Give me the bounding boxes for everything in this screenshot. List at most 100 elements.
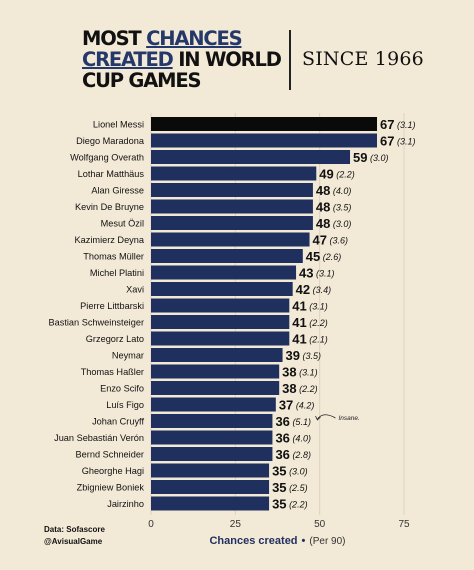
category-label-4: Alan Giresse (91, 186, 144, 196)
bar-23 (151, 496, 270, 511)
bar-7 (151, 232, 310, 247)
per90-label-15: (3.1) (299, 368, 318, 378)
bar-0 (151, 117, 378, 131)
bar-22 (151, 480, 270, 494)
value-label-6: 48 (316, 216, 330, 231)
value-label-11: 41 (292, 299, 306, 314)
category-label-22: Zbigniew Boniek (77, 483, 145, 493)
per90-label-16: (2.2) (299, 384, 318, 394)
bar-2 (151, 150, 351, 164)
per90-label-3: (2.2) (336, 170, 355, 180)
value-label-17: 37 (279, 398, 293, 413)
annotation-text: Insane. (338, 415, 360, 422)
category-label-0: Lionel Messi (93, 120, 144, 130)
value-label-10: 42 (296, 282, 310, 297)
category-label-16: Enzo Scifo (100, 384, 144, 394)
value-label-21: 35 (272, 464, 286, 479)
bar-14 (151, 348, 283, 362)
category-label-6: Mesut Özil (101, 219, 144, 229)
category-label-19: Juan Sebastián Verón (54, 433, 144, 443)
category-label-2: Wolfgang Overath (70, 153, 144, 163)
per90-label-19: (4.0) (292, 434, 311, 444)
per90-label-17: (4.2) (296, 401, 315, 411)
bar-6 (151, 216, 313, 230)
bar-9 (151, 265, 297, 280)
value-label-9: 43 (299, 266, 313, 281)
chart-title: MOST CHANCES CREATED IN WORLD CUP GAMES (82, 28, 287, 91)
value-label-16: 38 (282, 381, 296, 396)
bar-18 (151, 414, 273, 428)
per90-label-11: (3.1) (309, 302, 328, 312)
category-label-23: Jairzinho (107, 499, 144, 509)
x-tick-label-50: 50 (314, 519, 326, 530)
category-label-12: Bastian Schweinsteiger (49, 318, 145, 328)
per90-label-5: (3.5) (333, 203, 352, 213)
bar-17 (151, 397, 276, 412)
value-label-0: 67 (380, 117, 394, 132)
x-axis-label-sub: (Per 90) (309, 536, 346, 547)
value-label-13: 41 (292, 332, 306, 347)
value-label-19: 36 (275, 431, 289, 446)
source-data: Data: Sofascore (44, 525, 105, 534)
title-line2-b: IN WORLD (172, 48, 282, 71)
source-note: Data: Sofascore @AvisualGame (44, 524, 105, 548)
bar-4 (151, 183, 313, 197)
bar-11 (151, 298, 290, 313)
category-label-17: Luís Figo (106, 400, 144, 410)
value-label-22: 35 (272, 480, 286, 495)
per90-label-6: (3.0) (333, 219, 352, 229)
per90-label-13: (2.1) (309, 335, 328, 345)
category-label-21: Gheorghe Hagi (82, 466, 144, 476)
title-divider (289, 30, 291, 90)
category-label-7: Kazimierz Deyna (75, 235, 145, 245)
per90-label-21: (3.0) (289, 467, 308, 477)
per90-label-4: (4.0) (333, 186, 352, 196)
category-label-15: Thomas Haßler (81, 367, 144, 377)
bar-12 (151, 315, 290, 329)
bar-3 (151, 166, 317, 181)
per90-label-2: (3.0) (370, 153, 389, 163)
x-tick-label-25: 25 (230, 519, 242, 530)
value-label-12: 41 (292, 315, 306, 330)
bar-13 (151, 331, 290, 346)
x-axis-label: Chances created • (Per 90) (150, 535, 405, 547)
category-label-3: Lothar Matthäus (78, 169, 145, 179)
value-label-23: 35 (272, 497, 286, 512)
bar-16 (151, 381, 280, 395)
per90-label-1: (3.1) (397, 137, 416, 147)
value-label-8: 45 (306, 249, 320, 264)
category-label-11: Pierre Littbarski (80, 301, 144, 311)
per90-label-10: (3.4) (313, 285, 332, 295)
chart-subtitle: SINCE 1966 (302, 48, 424, 70)
per90-label-8: (2.6) (323, 252, 342, 262)
value-label-7: 47 (313, 233, 327, 248)
value-label-5: 48 (316, 200, 330, 215)
source-handle: @AvisualGame (44, 537, 103, 546)
per90-label-18: (5.1) (292, 417, 311, 427)
bar-21 (151, 463, 270, 478)
x-tick-label-0: 0 (148, 519, 154, 530)
category-label-1: Diego Maradona (76, 136, 145, 146)
title-line1-a: MOST (82, 27, 147, 50)
value-label-14: 39 (286, 348, 300, 363)
per90-label-9: (3.1) (316, 269, 335, 279)
bar-10 (151, 282, 293, 296)
per90-label-20: (2.8) (292, 450, 311, 460)
per90-label-0: (3.1) (397, 120, 416, 130)
category-label-18: Johan Cruyff (92, 417, 144, 427)
annotation-arrow (317, 414, 336, 420)
x-tick-label-75: 75 (398, 519, 410, 530)
category-label-8: Thomas Müller (83, 252, 144, 262)
x-axis-label-main: Chances created (209, 535, 298, 547)
category-label-5: Kevin De Bruyne (75, 202, 144, 212)
bar-1 (151, 133, 378, 148)
value-label-18: 36 (275, 414, 289, 429)
bar-20 (151, 447, 273, 461)
value-label-20: 36 (275, 447, 289, 462)
value-label-4: 48 (316, 183, 330, 198)
category-label-13: Grzegorz Lato (86, 334, 144, 344)
category-label-9: Michel Platini (90, 268, 144, 278)
bar-19 (151, 430, 273, 445)
per90-label-7: (3.6) (330, 236, 349, 246)
